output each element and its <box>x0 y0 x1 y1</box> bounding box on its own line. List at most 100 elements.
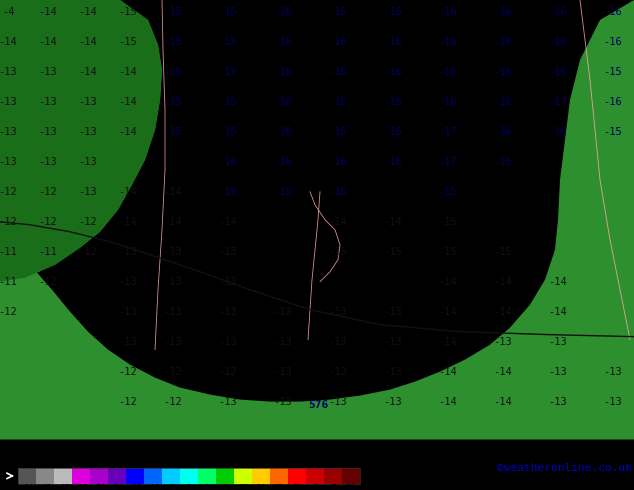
Text: -14: -14 <box>119 217 138 227</box>
Text: -13: -13 <box>119 277 138 287</box>
Text: -14: -14 <box>119 187 138 197</box>
Text: -13: -13 <box>274 396 292 407</box>
Text: -13: -13 <box>548 396 567 407</box>
Text: -12: -12 <box>164 367 183 377</box>
Text: -11: -11 <box>0 247 17 257</box>
Text: -13: -13 <box>219 337 237 346</box>
Text: -16: -16 <box>494 7 512 17</box>
Text: -4: -4 <box>2 7 14 17</box>
Text: 54: 54 <box>347 485 356 490</box>
Text: 30: 30 <box>275 485 283 490</box>
Text: -16: -16 <box>439 97 457 107</box>
Text: -15: -15 <box>119 7 138 17</box>
Text: 576: 576 <box>308 399 328 410</box>
Text: -12: -12 <box>146 485 160 490</box>
Text: -13: -13 <box>384 307 403 317</box>
Bar <box>342 468 360 484</box>
Text: -15: -15 <box>328 7 347 17</box>
Text: -16: -16 <box>384 127 403 137</box>
Text: -17: -17 <box>439 127 457 137</box>
Text: -17: -17 <box>548 97 567 107</box>
Text: -14: -14 <box>439 367 457 377</box>
Text: -13: -13 <box>164 337 183 346</box>
Text: -17: -17 <box>439 157 457 167</box>
Text: -16: -16 <box>604 7 623 17</box>
Text: -16: -16 <box>548 7 567 17</box>
Text: -14: -14 <box>0 37 17 47</box>
Text: -13: -13 <box>0 67 17 77</box>
Text: -13: -13 <box>274 367 292 377</box>
Text: -13: -13 <box>219 277 237 287</box>
Text: -16: -16 <box>274 97 292 107</box>
Text: -16: -16 <box>219 157 237 167</box>
Text: -13: -13 <box>39 97 57 107</box>
Text: -13: -13 <box>274 337 292 346</box>
Text: -13: -13 <box>274 307 292 317</box>
Text: -14: -14 <box>494 367 512 377</box>
Text: -14: -14 <box>439 277 457 287</box>
Text: -15: -15 <box>219 97 237 107</box>
Text: -14: -14 <box>39 37 57 47</box>
Text: -13: -13 <box>548 337 567 346</box>
Text: ©weatheronline.co.uk: ©weatheronline.co.uk <box>497 463 632 473</box>
Text: -13: -13 <box>0 157 17 167</box>
Text: -13: -13 <box>164 247 183 257</box>
Text: -14: -14 <box>384 217 403 227</box>
Text: -14: -14 <box>164 217 183 227</box>
Text: -16: -16 <box>274 127 292 137</box>
Text: -14: -14 <box>79 37 98 47</box>
Text: -42: -42 <box>56 485 70 490</box>
Text: -14: -14 <box>119 97 138 107</box>
Text: -16: -16 <box>328 67 347 77</box>
Text: -14: -14 <box>119 67 138 77</box>
Text: -13: -13 <box>0 97 17 107</box>
Bar <box>180 468 198 484</box>
Text: -13: -13 <box>384 367 403 377</box>
Bar <box>270 468 288 484</box>
Text: -16: -16 <box>494 67 512 77</box>
Text: -13: -13 <box>164 307 183 317</box>
Text: -15: -15 <box>219 127 237 137</box>
Text: -11: -11 <box>39 247 57 257</box>
Text: -16: -16 <box>328 37 347 47</box>
Text: -15: -15 <box>119 37 138 47</box>
Text: 36: 36 <box>293 485 301 490</box>
Bar <box>90 468 108 484</box>
Text: -15: -15 <box>494 247 512 257</box>
Text: -15: -15 <box>164 67 183 77</box>
Bar <box>18 468 36 484</box>
Text: -15: -15 <box>219 7 237 17</box>
Text: -15: -15 <box>274 187 292 197</box>
Text: -16: -16 <box>274 157 292 167</box>
Text: 42: 42 <box>311 485 320 490</box>
Text: -13: -13 <box>328 337 347 346</box>
Text: -15: -15 <box>604 67 623 77</box>
Text: -13: -13 <box>384 337 403 346</box>
Text: -16: -16 <box>384 67 403 77</box>
Text: -16: -16 <box>328 157 347 167</box>
Text: -16: -16 <box>274 67 292 77</box>
Text: -14: -14 <box>439 307 457 317</box>
Bar <box>108 468 126 484</box>
Text: -14: -14 <box>439 337 457 346</box>
Bar <box>216 468 234 484</box>
Text: 24: 24 <box>257 485 266 490</box>
Text: -14: -14 <box>548 307 567 317</box>
Bar <box>198 468 216 484</box>
Text: -11: -11 <box>0 277 17 287</box>
Bar <box>306 468 324 484</box>
Text: -15: -15 <box>164 97 183 107</box>
Text: -18: -18 <box>384 157 403 167</box>
Bar <box>18 468 360 484</box>
Text: -12: -12 <box>119 367 138 377</box>
Text: -15: -15 <box>439 187 457 197</box>
Text: -15: -15 <box>604 127 623 137</box>
Text: -16: -16 <box>548 67 567 77</box>
Text: -13: -13 <box>39 157 57 167</box>
Text: -16: -16 <box>328 97 347 107</box>
Text: -16: -16 <box>548 127 567 137</box>
Text: -16: -16 <box>439 7 457 17</box>
Text: -54: -54 <box>20 485 34 490</box>
Text: -13: -13 <box>119 337 138 346</box>
Text: -13: -13 <box>119 307 138 317</box>
